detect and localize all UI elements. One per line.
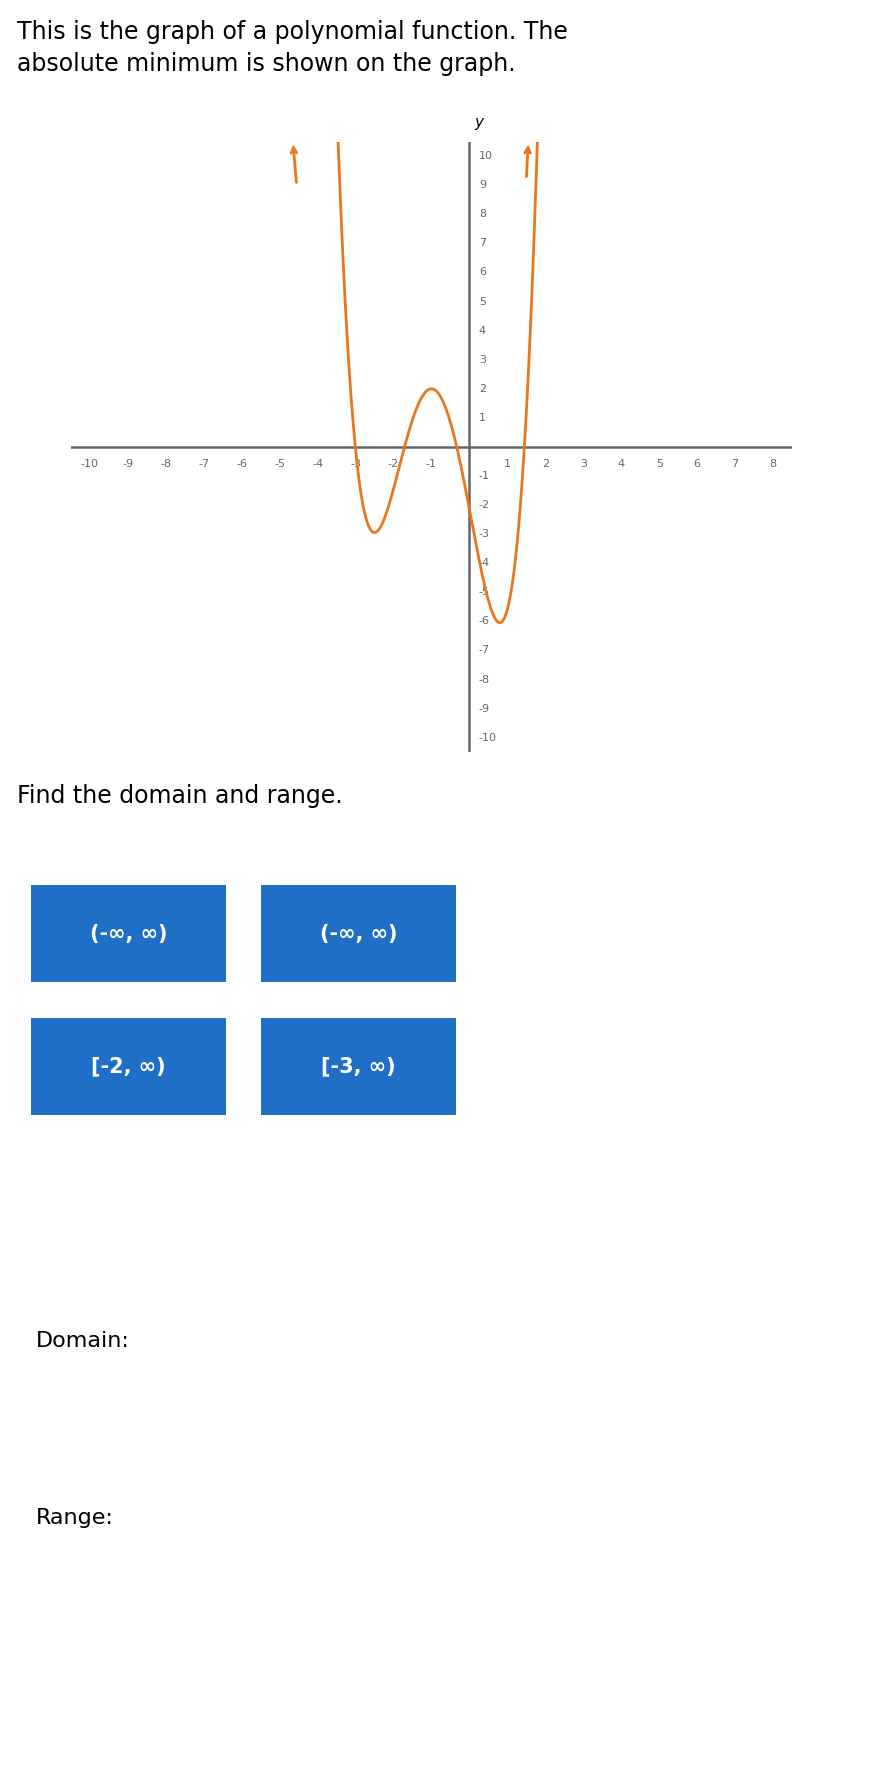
Text: -3: -3 — [350, 458, 361, 469]
Text: 10: 10 — [479, 150, 493, 161]
Text: -4: -4 — [479, 558, 490, 568]
Text: -8: -8 — [479, 674, 490, 685]
Text: 2: 2 — [479, 384, 486, 393]
Text: -6: -6 — [236, 458, 247, 469]
Text: 4: 4 — [618, 458, 625, 469]
Text: -9: -9 — [122, 458, 134, 469]
Text: -6: -6 — [479, 616, 490, 627]
Text: (-∞, ∞): (-∞, ∞) — [319, 924, 397, 943]
Text: -9: -9 — [479, 704, 490, 713]
Text: [-3, ∞): [-3, ∞) — [321, 1057, 396, 1076]
Text: 9: 9 — [479, 181, 486, 189]
Text: Range:: Range: — [35, 1508, 113, 1528]
Text: -10: -10 — [479, 733, 496, 743]
Text: -5: -5 — [479, 588, 490, 596]
Text: Domain:: Domain: — [35, 1331, 129, 1351]
Text: -8: -8 — [160, 458, 172, 469]
Text: 2: 2 — [542, 458, 549, 469]
Text: 8: 8 — [770, 458, 777, 469]
Text: -2: -2 — [479, 501, 490, 510]
Text: 8: 8 — [479, 209, 486, 219]
Text: -3: -3 — [479, 529, 490, 540]
Text: 3: 3 — [479, 354, 486, 365]
Text: 1: 1 — [479, 412, 486, 423]
Text: 1: 1 — [504, 458, 511, 469]
FancyBboxPatch shape — [25, 885, 232, 982]
FancyBboxPatch shape — [25, 1018, 232, 1115]
Text: [-2, ∞): [-2, ∞) — [91, 1057, 165, 1076]
Text: 5: 5 — [479, 297, 486, 306]
Text: 6: 6 — [479, 267, 486, 278]
Text: 6: 6 — [694, 458, 701, 469]
Text: Find the domain and range.: Find the domain and range. — [17, 784, 342, 809]
Text: -1: -1 — [426, 458, 437, 469]
Text: -1: -1 — [479, 471, 490, 481]
Text: 4: 4 — [479, 326, 486, 336]
Text: -10: -10 — [81, 458, 99, 469]
Text: -2: -2 — [388, 458, 399, 469]
Text: y: y — [474, 115, 483, 129]
FancyBboxPatch shape — [255, 1018, 462, 1115]
Text: 5: 5 — [656, 458, 663, 469]
Text: 7: 7 — [732, 458, 739, 469]
Text: (-∞, ∞): (-∞, ∞) — [89, 924, 167, 943]
Text: -7: -7 — [198, 458, 209, 469]
FancyBboxPatch shape — [255, 885, 462, 982]
Text: -5: -5 — [274, 458, 285, 469]
Text: -4: -4 — [312, 458, 323, 469]
Text: 3: 3 — [580, 458, 587, 469]
Text: -7: -7 — [479, 646, 490, 655]
Text: This is the graph of a polynomial function. The
absolute minimum is shown on the: This is the graph of a polynomial functi… — [17, 19, 567, 76]
Text: 7: 7 — [479, 239, 486, 248]
